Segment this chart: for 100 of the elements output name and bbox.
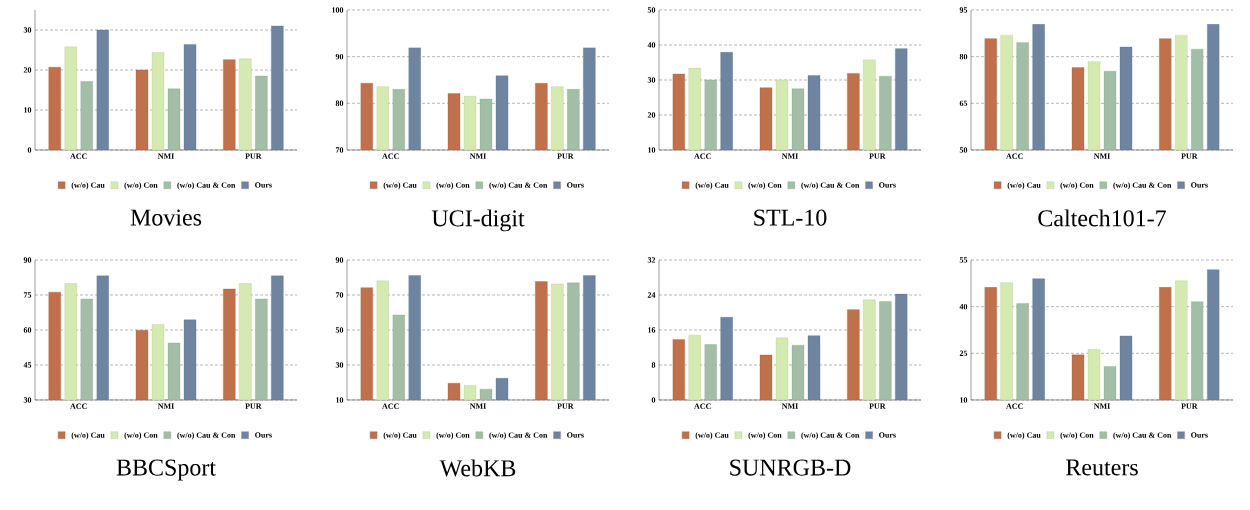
- legend-label: Ours: [879, 432, 896, 438]
- legend-label: (w/o) Cau: [71, 182, 105, 190]
- x-tick-label: PUR: [869, 403, 886, 409]
- x-tick-label: NMI: [469, 403, 486, 409]
- text: WebKB: [439, 459, 516, 477]
- legend-label: (w/o) Cau & Con: [489, 182, 548, 190]
- text: Caltech101-7: [1038, 209, 1166, 227]
- y-tick-label: 80: [335, 100, 344, 107]
- legend-label: (w/o) Cau: [1007, 432, 1041, 440]
- bar: [879, 301, 892, 400]
- x-tick-label: NMI: [157, 403, 174, 409]
- bar: [847, 309, 860, 400]
- x-tick-label: ACC: [694, 403, 711, 409]
- bar: [135, 69, 149, 150]
- text: Reuters: [1066, 459, 1138, 476]
- y-tick-label: 55: [959, 257, 968, 263]
- legend-label: (w/o) Cau & Con: [801, 432, 860, 440]
- legend-label: Ours: [567, 182, 584, 188]
- legend-label: Ours: [1191, 432, 1208, 438]
- y-tick-label: 95: [959, 7, 968, 13]
- x-tick-label: NMI: [157, 153, 174, 159]
- bar: [48, 67, 61, 150]
- y-tick-label: 16: [648, 327, 656, 333]
- y-tick-label: 70: [335, 147, 344, 153]
- legend-label: (w/o) Con: [436, 432, 470, 440]
- bar: [672, 339, 685, 400]
- legend-label: (w/o) Cau & Con: [1113, 182, 1172, 190]
- x-tick-label: ACC: [70, 403, 87, 409]
- text: SUNRGB-D: [730, 459, 851, 476]
- legend-label: (w/o) Cau & Con: [801, 182, 860, 190]
- legend-label: (w/o) Con: [436, 182, 470, 190]
- legend-label: Ours: [255, 182, 272, 188]
- y-tick-label: 10: [960, 397, 968, 403]
- x-tick-label: PUR: [557, 153, 574, 159]
- legend-label: (w/o) Con: [124, 182, 158, 190]
- text: STL-10: [754, 209, 827, 226]
- legend-label: (w/o) Cau: [383, 432, 417, 440]
- legend-label: (w/o) Con: [124, 432, 158, 440]
- x-tick-label: ACC: [694, 153, 711, 159]
- y-tick-label: 90: [335, 257, 344, 263]
- y-tick-label: 50: [959, 147, 968, 153]
- bar: [255, 75, 268, 150]
- bar: [863, 299, 876, 400]
- x-tick-label: ACC: [1006, 153, 1023, 159]
- bar: [96, 29, 109, 150]
- x-tick-label: PUR: [869, 153, 886, 159]
- y-tick-label: 65: [959, 100, 968, 106]
- legend-label: (w/o) Cau & Con: [1113, 432, 1172, 440]
- y-tick-label: 0: [27, 147, 32, 153]
- bar: [239, 58, 252, 150]
- legend-label: Ours: [1191, 182, 1208, 188]
- text: UCI-digit: [431, 209, 525, 232]
- x-tick-label: PUR: [1181, 153, 1198, 159]
- text: BBCSport: [116, 459, 216, 481]
- y-tick-label: 45: [23, 362, 32, 368]
- y-tick-label: 10: [648, 147, 656, 153]
- legend-label: (w/o) Cau: [1007, 182, 1041, 190]
- y-tick-label: 10: [336, 397, 344, 403]
- y-tick-label: 32: [647, 257, 656, 263]
- x-tick-label: PUR: [557, 403, 574, 409]
- legend-label: Ours: [255, 432, 272, 438]
- y-tick-label: 50: [647, 7, 656, 13]
- y-tick-label: 40: [647, 42, 656, 48]
- y-tick-label: 30: [647, 77, 656, 83]
- legend-label: (w/o) Cau & Con: [177, 432, 236, 440]
- x-tick-label: PUR: [1181, 403, 1198, 409]
- y-tick-label: 90: [23, 257, 32, 263]
- bar: [223, 59, 236, 150]
- bar: [895, 293, 908, 400]
- y-tick-label: 24: [647, 292, 656, 298]
- x-tick-label: PUR: [245, 403, 262, 409]
- y-tick-label: 40: [959, 303, 968, 310]
- y-tick-label: 0: [651, 397, 656, 403]
- y-tick-label: 60: [23, 327, 32, 333]
- y-tick-label: 10: [24, 107, 32, 113]
- bar: [167, 88, 181, 150]
- legend-label: Ours: [567, 432, 584, 438]
- y-tick-label: 25: [959, 350, 968, 356]
- legend-label: (w/o) Con: [1060, 182, 1094, 190]
- x-tick-label: NMI: [781, 153, 798, 159]
- bar: [759, 354, 773, 400]
- x-tick-label: NMI: [469, 153, 486, 159]
- legend-label: (w/o) Cau: [383, 182, 417, 190]
- x-tick-label: ACC: [382, 153, 399, 159]
- legend-label: (w/o) Con: [1060, 432, 1094, 440]
- y-tick-label: 50: [335, 327, 344, 333]
- bar: [80, 81, 93, 150]
- y-tick-label: 100: [332, 7, 344, 13]
- y-tick-label: 30: [23, 397, 32, 403]
- bar: [151, 52, 165, 150]
- text: Movies: [130, 209, 202, 226]
- y-tick-label: 8: [651, 362, 656, 368]
- x-tick-label: NMI: [1093, 153, 1110, 159]
- legend-label: (w/o) Cau & Con: [177, 182, 236, 190]
- y-tick-label: 80: [959, 53, 968, 60]
- y-tick-label: 20: [23, 67, 32, 73]
- x-tick-label: NMI: [1093, 403, 1110, 409]
- legend-label: (w/o) Cau: [695, 432, 729, 440]
- y-tick-label: 20: [647, 112, 656, 118]
- bar: [64, 46, 77, 150]
